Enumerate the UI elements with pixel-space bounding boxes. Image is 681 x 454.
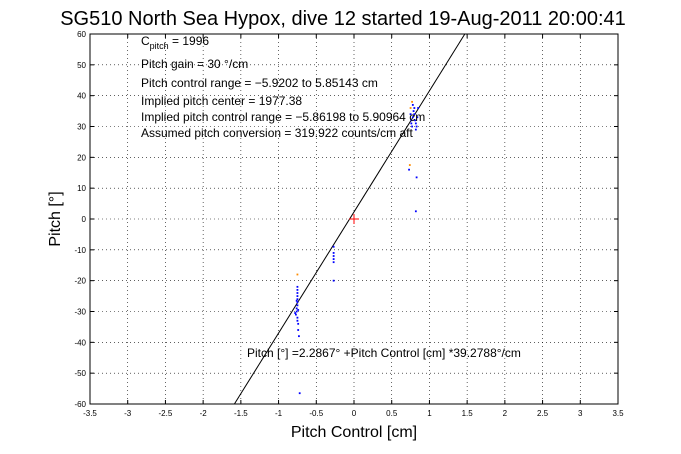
data-point — [414, 119, 416, 122]
data-point — [410, 119, 413, 122]
data-point — [409, 113, 412, 116]
data-point — [414, 122, 417, 125]
data-point — [411, 104, 414, 106]
data-point — [296, 319, 299, 322]
data-point — [297, 309, 300, 311]
y-axis-ticks: -60 -50 -40 -30 -20 -10 0 10 20 30 40 50 60 — [74, 30, 618, 409]
x-tick-label: 0 — [352, 409, 357, 418]
y-tick-label: 10 — [77, 184, 86, 193]
data-point — [332, 255, 335, 257]
y-tick-label: -10 — [74, 246, 86, 255]
data-point — [294, 312, 297, 314]
y-tick-label: -40 — [74, 338, 86, 347]
data-point — [296, 289, 299, 291]
data-point — [411, 116, 414, 119]
data-point — [297, 322, 300, 325]
data-point — [411, 125, 413, 128]
x-axis-label: Pitch Control [cm] — [291, 424, 417, 441]
annotation-pitch-gain: Pitch gain = 30 °/cm — [141, 57, 248, 71]
x-axis-ticks: -3.5 -3 -2.5 -2 -1.5 -1 -0.5 0 0.5 1 1.5 2 2.5 3 3.5 — [83, 34, 624, 418]
data-point — [412, 110, 415, 112]
data-point — [332, 252, 335, 254]
data-point — [411, 100, 413, 103]
x-tick-label: 1 — [427, 409, 432, 418]
data-point — [296, 316, 299, 319]
c-pitch-subscript: pitch — [150, 41, 169, 51]
chart-title: SG510 North Sea Hypox, dive 12 started 1… — [60, 8, 626, 30]
x-tick-label: -3 — [124, 409, 132, 418]
annotation-conversion: Assumed pitch conversion = 319.922 count… — [141, 126, 413, 140]
x-tick-label: 0.5 — [386, 409, 398, 418]
data-point — [296, 292, 299, 294]
data-point — [296, 298, 299, 301]
y-tick-label: 30 — [77, 123, 86, 132]
y-tick-label: 50 — [77, 61, 86, 70]
data-points — [294, 100, 420, 395]
data-point — [415, 125, 418, 128]
data-point — [296, 304, 299, 307]
data-point — [410, 122, 413, 125]
data-point — [296, 285, 299, 288]
data-point — [417, 107, 420, 109]
data-point — [332, 258, 335, 260]
data-point — [413, 107, 416, 109]
annotation-implied-range: Implied pitch control range = −5.86198 t… — [141, 110, 425, 124]
reference-point-group — [349, 214, 359, 224]
data-point — [295, 310, 298, 313]
data-point — [298, 392, 301, 395]
data-point — [295, 307, 298, 310]
data-point — [298, 335, 300, 338]
x-tick-label: -1.5 — [234, 409, 248, 418]
y-tick-label: 20 — [77, 153, 86, 162]
x-tick-label: -0.5 — [309, 409, 323, 418]
data-point — [332, 261, 335, 264]
x-tick-label: 3 — [578, 409, 583, 418]
grid-lines — [90, 34, 618, 404]
annotation-implied-center: Implied pitch center = 1977.38 — [141, 94, 302, 108]
x-tick-label: -2 — [200, 409, 208, 418]
data-point — [296, 295, 299, 297]
x-tick-label: 2 — [503, 409, 508, 418]
x-tick-label: -3.5 — [83, 409, 97, 418]
data-point — [414, 210, 417, 213]
y-tick-label: -30 — [74, 308, 86, 317]
data-point — [295, 313, 297, 316]
y-tick-label: -20 — [74, 277, 86, 286]
data-point — [332, 279, 335, 282]
data-point — [415, 176, 418, 179]
annotation-c-pitch: Cpitch = 1996 — [141, 34, 209, 51]
x-tick-label: 2.5 — [537, 409, 549, 418]
y-axis-label: Pitch [°] — [47, 191, 64, 246]
c-pitch-symbol: C — [141, 34, 150, 48]
y-tick-label: -50 — [74, 369, 86, 378]
data-point — [295, 299, 298, 302]
data-point — [413, 113, 416, 116]
y-tick-label: 40 — [77, 92, 86, 101]
x-tick-label: -1 — [275, 409, 283, 418]
data-point — [296, 301, 299, 304]
data-point — [332, 245, 335, 248]
data-point — [409, 107, 412, 109]
y-tick-label: 0 — [82, 215, 87, 224]
data-point — [416, 116, 419, 119]
data-point — [297, 329, 300, 331]
data-point — [408, 164, 411, 166]
annotation-control-range: Pitch control range = −5.9202 to 5.85143… — [141, 76, 378, 90]
c-pitch-value: = 1996 — [169, 34, 210, 48]
annotation-fit-equation: Pitch [°] =2.2867° +Pitch Control [cm] *… — [247, 346, 521, 360]
data-point — [408, 168, 410, 171]
y-tick-label: -60 — [74, 400, 86, 409]
y-tick-label: 60 — [77, 30, 86, 39]
x-tick-label: -2.5 — [159, 409, 173, 418]
x-tick-label: 1.5 — [462, 409, 474, 418]
data-point — [414, 128, 417, 131]
x-tick-label: 3.5 — [612, 409, 624, 418]
data-point — [296, 273, 299, 276]
